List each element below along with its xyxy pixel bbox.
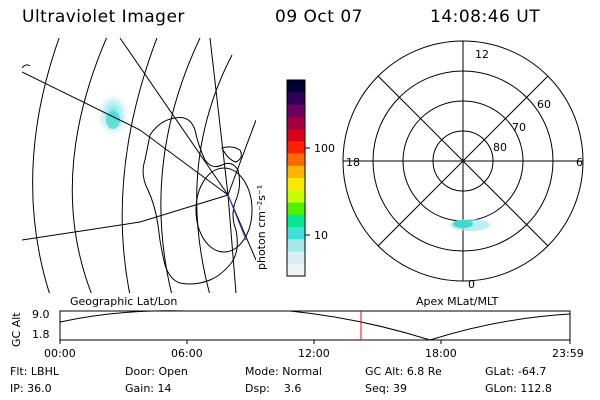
alt-axis-label: GC Alt [10, 312, 23, 347]
colorbar-segment [287, 239, 305, 253]
altitude-plot [59, 310, 571, 344]
status-glat: GLat: -64.7 [485, 365, 547, 378]
date-label: 09 Oct 07 [275, 7, 363, 27]
mlt-label-18: 18 [346, 156, 360, 169]
time-label: 14:08:46 UT [430, 7, 541, 27]
geographic-map [22, 38, 256, 293]
mlt-label-0: 0 [468, 278, 475, 291]
colorbar [287, 80, 305, 277]
mlat-label-80: 80 [493, 141, 507, 154]
alt-x-tick-4: 23:59 [552, 347, 584, 360]
alt-x-tick-1: 06:00 [171, 347, 203, 360]
alt-x-tick-3: 18:00 [425, 347, 457, 360]
mlat-label-60: 60 [537, 98, 551, 111]
status-seq: Seq: 39 [365, 382, 407, 395]
status-door: Door: Open [125, 365, 188, 378]
status-gain: Gain: 14 [125, 382, 172, 395]
mlt-label-12: 12 [475, 48, 489, 61]
alt-x-tick-2: 12:00 [298, 347, 330, 360]
colorbar-segment [287, 116, 305, 130]
colorbar-segment [287, 202, 305, 216]
status-glon: GLon: 112.8 [485, 382, 552, 395]
colorbar-segment [287, 214, 305, 228]
status-filter: Flt: LBHL [10, 365, 59, 378]
colorbar-tick-label-100: 100 [314, 142, 335, 155]
alt-y-tick-low: 1.8 [32, 328, 50, 341]
altitude-curve [59, 310, 571, 341]
colorbar-segment [287, 80, 305, 93]
mlat-label-70: 70 [512, 121, 526, 134]
colorbar-frame [286, 79, 306, 277]
colorbar-segment [287, 153, 305, 167]
colorbar-segment [287, 165, 305, 179]
colorbar-segment [287, 104, 305, 118]
apex-caption: Apex MLat/MLT [416, 295, 499, 308]
alt-y-tick-high: 9.0 [32, 308, 50, 321]
alt-x-tick-0: 00:00 [44, 347, 76, 360]
colorbar-segment [287, 129, 305, 142]
colorbar-segment [287, 178, 305, 191]
colorbar-tick-label-10: 10 [314, 229, 328, 242]
colorbar-segment [287, 251, 305, 265]
geographic-caption: Geographic Lat/Lon [70, 295, 178, 308]
colorbar-segment [287, 227, 305, 240]
status-dsp: Dsp: 3.6 [245, 382, 302, 395]
polar-plot [342, 40, 584, 282]
status-mode: Mode: Normal [245, 365, 322, 378]
status-ip: IP: 36.0 [10, 382, 52, 395]
colorbar-segment [287, 92, 305, 106]
mlt-label-6: 6 [576, 156, 583, 169]
colorbar-segment [287, 263, 305, 277]
colorbar-unit-label: photon cm⁻²s⁻¹ [255, 184, 268, 270]
instrument-title: Ultraviolet Imager [22, 7, 185, 27]
status-gc-alt: GC Alt: 6.8 Re [365, 365, 442, 378]
colorbar-segment [287, 190, 305, 204]
colorbar-segment [287, 141, 305, 155]
